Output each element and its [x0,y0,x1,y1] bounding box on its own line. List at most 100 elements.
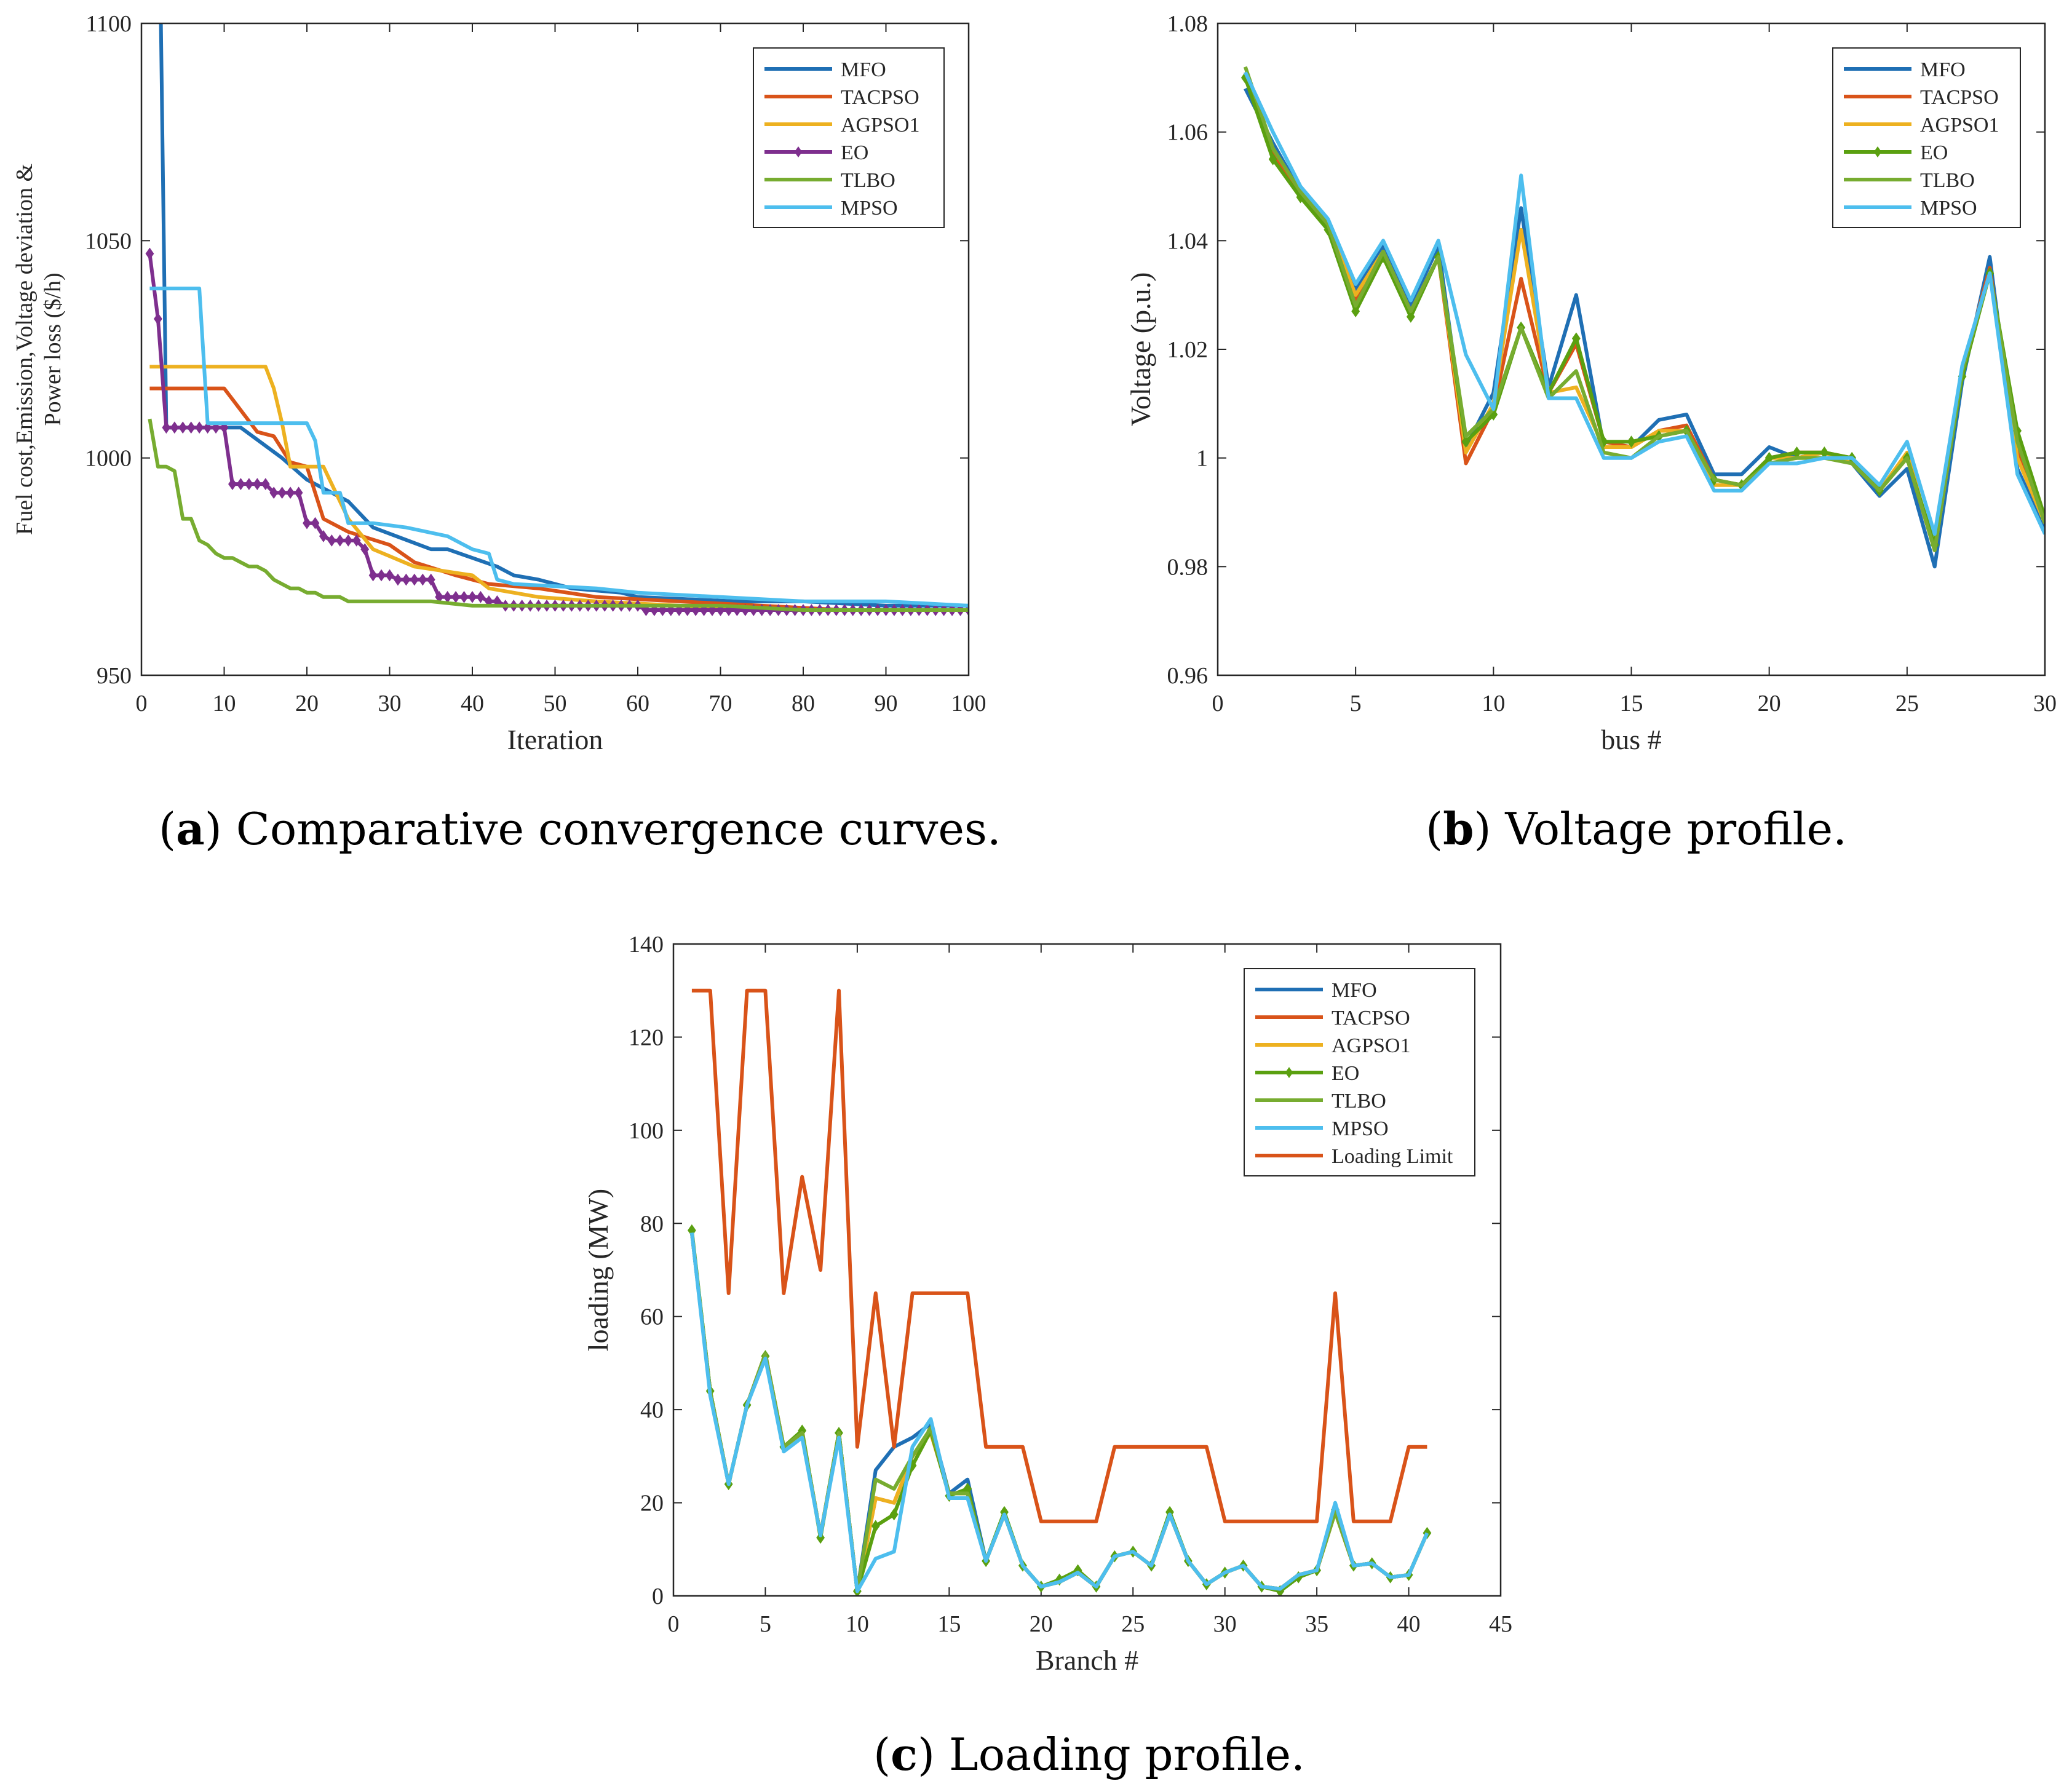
y-tick-label: 100 [629,1118,664,1144]
legend-label: MPSO [1920,197,1977,220]
x-tick-label: 80 [792,691,815,716]
series-marker [162,421,171,434]
voltage-profile-chart: 0 5 10 15 20 25 30 0.96 0.98 1 1.02 1.04 1.06 1.08 bus… [1125,11,2057,755]
x-tick-label: 5 [760,1611,771,1637]
legend-label: TLBO [1332,1090,1386,1113]
x-tick-label: 40 [461,691,484,716]
legend-label: MFO [1332,979,1377,1002]
y-axis-label: Voltage (p.u.) [1125,272,1156,427]
y-tick-label: 1.08 [1167,11,1209,37]
x-tick-label: 0 [136,691,148,716]
series-line-mfo [1244,87,2045,569]
series-marker [195,421,204,434]
series-marker [476,590,485,603]
series-marker [335,534,344,547]
series-marker [261,478,270,490]
plot-frame [140,22,970,676]
x-tick-label: 30 [378,691,402,716]
series-marker [244,478,253,490]
series-marker [377,569,386,582]
x-tick-label: 20 [1758,691,1781,716]
convergence-chart: 0 10 20 30 40 50 60 70 80 90 100 950 1000 1050 1100 Ite… [12,11,986,755]
legend-marker [794,146,803,157]
x-tick-label: 35 [1305,1611,1328,1637]
x-tick-label: 70 [709,691,732,716]
series-marker [402,573,411,586]
series-marker [426,573,435,586]
series-marker [871,1520,880,1533]
series-marker [178,421,188,434]
convergence-chart-panel: 0 10 20 30 40 50 60 70 80 90 100 950 1000 1050 1100 Ite… [0,0,1009,787]
series-marker [153,312,162,325]
plot-frame [672,943,1502,1597]
legend-label: TLBO [841,169,895,192]
y-tick-label: 1 [1196,446,1208,472]
legend-label: MPSO [841,197,898,220]
series-marker [368,569,378,582]
x-tick-label: 90 [875,691,898,716]
y-tick-label: 1100 [85,11,132,37]
series-marker [294,486,303,499]
series-line-mfo [159,23,969,608]
series-marker [1351,305,1360,318]
y-tick-label: 80 [640,1211,664,1237]
loading-chart-panel: 0 5 10 15 20 25 30 35 40 45 0 20 40 60 80 100 120 140 Bran… [566,910,1550,1697]
y-tick-label: 1.06 [1167,120,1209,146]
x-tick-label: 0 [668,1611,680,1637]
caption-b: (b) Voltage profile. [1426,803,1848,855]
series-marker [311,517,320,530]
legend-label: Loading Limit [1332,1145,1453,1168]
series-marker [327,534,336,547]
legend-label: EO [1920,141,1948,164]
x-tick-label: 15 [1620,691,1643,716]
x-tick-label: 10 [846,1611,869,1637]
series-marker [385,569,394,582]
legend-label: EO [841,141,868,164]
legend-label: AGPSO1 [1920,114,1999,137]
x-tick-label: 60 [626,691,649,716]
x-tick-label: 20 [295,691,319,716]
series-group [145,23,969,616]
x-axis-label: Branch # [1036,1644,1138,1676]
x-axis-label: bus # [1601,724,1661,755]
series-marker [459,590,469,603]
legend-label: TACPSO [841,86,919,109]
x-tick-label: 100 [951,691,986,716]
series-marker [352,534,361,547]
x-tick-label: 25 [1121,1611,1145,1637]
series-marker [145,247,154,260]
series-line-loading-limit [691,988,1427,1523]
y-tick-label: 60 [640,1304,664,1330]
x-tick-label: 25 [1895,691,1919,716]
x-tick-label: 45 [1489,1611,1512,1637]
y-tick-label: 140 [629,932,664,958]
y-axis-label: loading (MW) [582,1189,614,1351]
series-marker [186,421,196,434]
series-marker [418,573,427,586]
x-tick-label: 30 [1213,1611,1237,1637]
x-tick-label: 0 [1212,691,1224,716]
legend-marker [1285,1067,1293,1078]
series-line-mpso [689,1232,1429,1593]
x-tick-label: 50 [544,691,567,716]
y-tick-label: 1.02 [1167,337,1209,363]
series-marker [269,486,279,499]
series-marker [253,478,262,490]
x-axis-label: Iteration [507,724,603,755]
series-marker [360,543,370,555]
series-marker [344,534,353,547]
legend-label: AGPSO1 [841,114,919,137]
legend-box [1832,47,2021,228]
series-marker [286,486,295,499]
series-line-tlbo [148,418,969,612]
y-tick-label: 1050 [85,228,132,254]
series-marker [228,478,237,490]
series-marker [394,573,402,586]
x-tick-label: 10 [213,691,236,716]
series-marker [1627,435,1636,448]
series-marker [170,421,179,434]
series-line-mpso [1244,71,2045,536]
voltage-chart-panel: 0 5 10 15 20 25 30 0.96 0.98 1 1.02 1.04 1.06 1.08 bus… [1082,0,2072,787]
y-tick-label: 1.04 [1167,228,1209,254]
series-group [687,988,1432,1596]
